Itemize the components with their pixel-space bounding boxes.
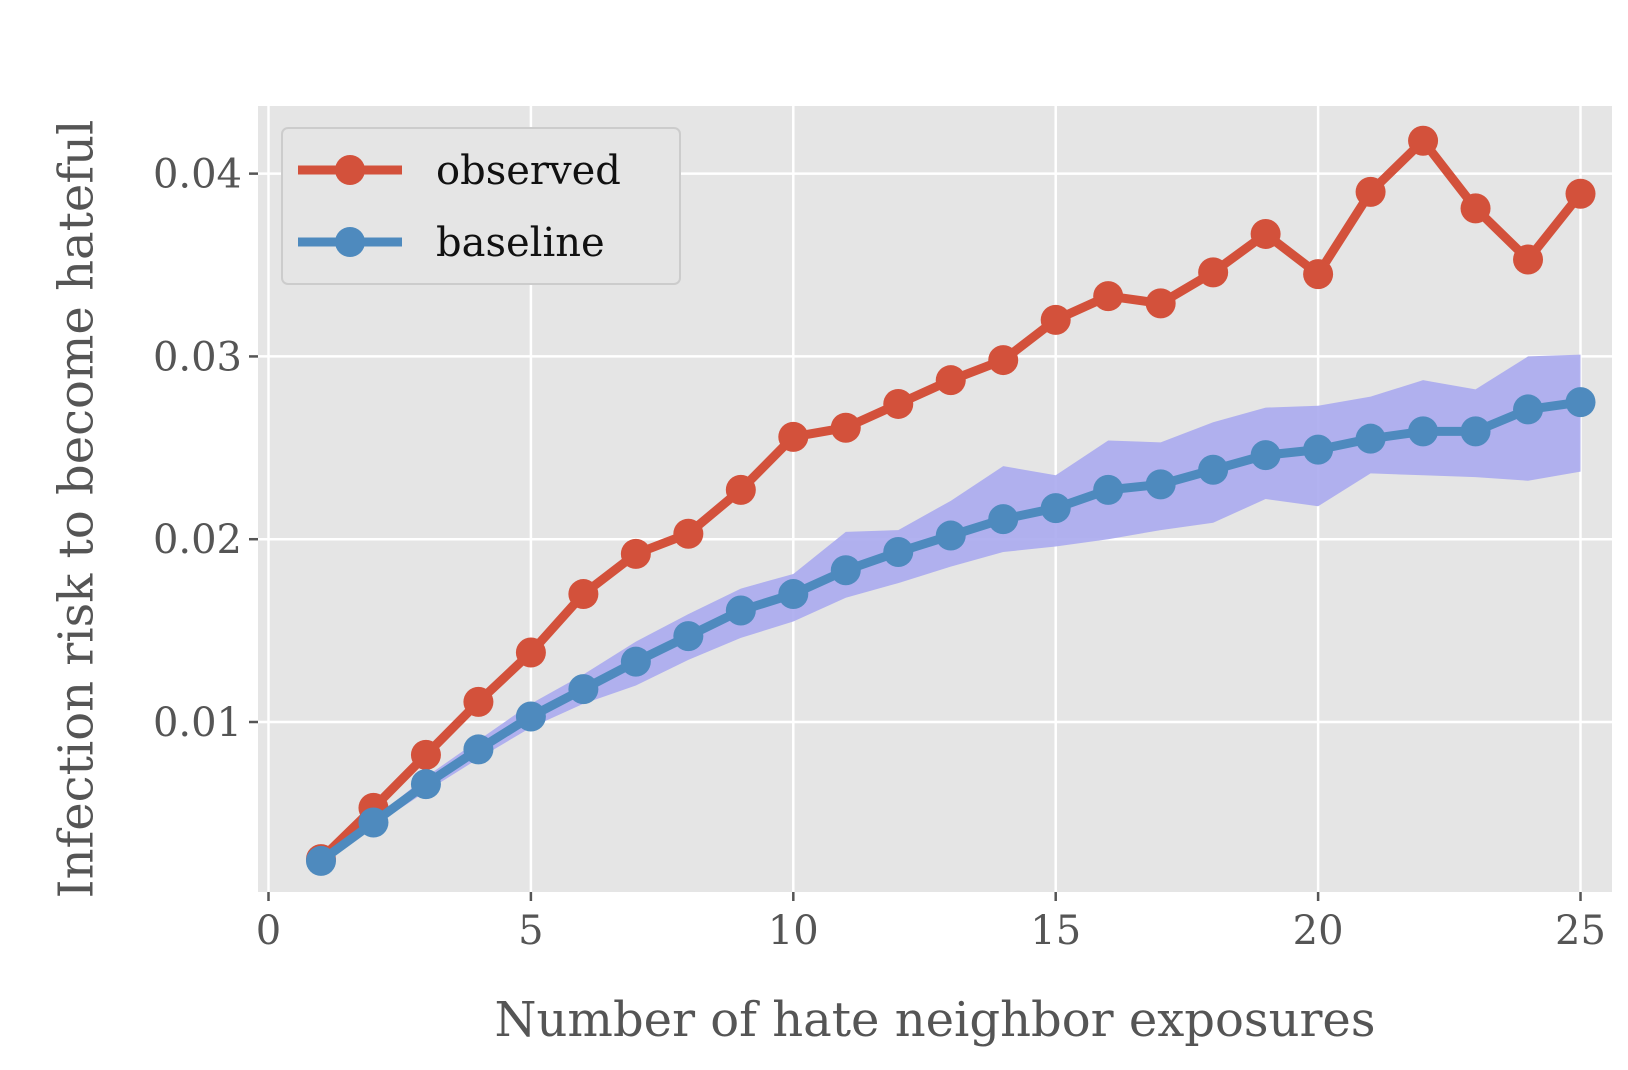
data-point-baseline [1250,440,1281,471]
x-tick-label: 0 [256,908,281,954]
legend-marker-baseline [335,227,365,257]
series-observed [305,125,1596,875]
data-point-observed [515,637,546,668]
data-point-observed [1145,288,1176,319]
data-point-observed [1303,259,1334,290]
data-point-observed [620,538,651,569]
data-point-baseline [1145,469,1176,500]
data-point-baseline [515,701,546,732]
y-tick-label: 0.02 [153,517,242,563]
data-point-observed [1250,218,1281,249]
data-point-observed [778,421,809,452]
data-point-observed [1408,125,1439,156]
data-point-observed [673,518,704,549]
data-point-observed [410,739,441,770]
data-point-observed [1198,257,1229,288]
data-point-observed [883,388,914,419]
data-point-baseline [568,674,599,705]
data-point-observed [1093,281,1124,312]
data-point-observed [988,345,1019,376]
y-tick-label: 0.03 [153,334,242,380]
data-point-observed [1040,304,1071,335]
x-tick-label: 25 [1555,908,1606,954]
data-point-baseline [778,579,809,610]
data-point-baseline [1460,416,1491,447]
data-point-baseline [463,734,494,765]
data-point-baseline [830,555,861,586]
x-tick-label: 5 [518,908,543,954]
data-point-baseline [305,845,336,876]
data-point-observed [1565,178,1596,209]
data-point-observed [830,412,861,443]
confidence-band-baseline [320,354,1581,861]
data-point-baseline [1093,474,1124,505]
data-point-baseline [1408,416,1439,447]
data-point-observed [1355,176,1386,207]
legend-label-baseline: baseline [436,220,605,266]
confidence-bands [320,354,1581,861]
data-point-baseline [673,621,704,652]
series-baseline [305,387,1596,876]
y-tick-label: 0.04 [153,152,242,198]
data-point-observed [1460,193,1491,224]
legend-label-observed: observed [436,148,621,194]
data-point-baseline [410,769,441,800]
x-tick-label: 10 [768,908,819,954]
data-point-baseline [1513,394,1544,425]
axes: 0 5 10 15 20 25 0.01 0.02 0.03 0.04 [153,152,1606,954]
data-point-baseline [1040,493,1071,524]
data-point-baseline [1565,387,1596,418]
data-point-baseline [1198,454,1229,485]
data-point-baseline [358,807,389,838]
data-point-baseline [620,646,651,677]
data-point-baseline [883,537,914,568]
data-point-baseline [1355,423,1386,454]
data-point-baseline [725,595,756,626]
x-tick-label: 20 [1293,908,1344,954]
data-point-baseline [1303,434,1334,465]
legend: observed baseline [281,127,681,285]
data-point-baseline [935,520,966,551]
x-axis-label: Number of hate neighbor exposures [495,992,1376,1048]
legend-item-baseline: baseline [298,220,605,266]
data-point-observed [1513,244,1544,275]
data-point-observed [935,365,966,396]
data-point-observed [725,474,756,505]
y-tick-label: 0.01 [153,700,242,746]
legend-item-observed: observed [298,148,621,194]
data-point-baseline [988,504,1019,535]
series-lines [305,125,1596,876]
y-axis-label: Infection risk to become hateful [49,120,105,899]
x-tick-label: 15 [1030,908,1081,954]
legend-marker-observed [335,155,365,185]
data-point-observed [568,579,599,610]
data-point-observed [463,686,494,717]
